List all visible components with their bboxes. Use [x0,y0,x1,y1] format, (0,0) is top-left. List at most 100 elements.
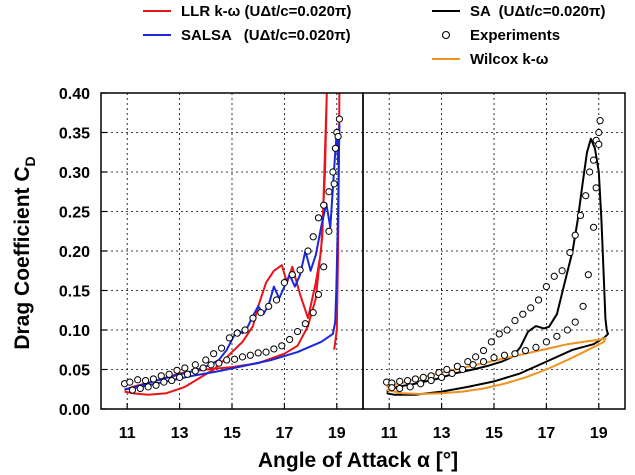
series-salsa-u-t-c-0-020-line [124,123,341,391]
data-point [479,358,488,366]
data-point [207,361,215,369]
data-point [225,334,233,342]
data-point [584,271,592,279]
data-point [443,365,451,374]
data-point [314,290,323,299]
data-point [331,144,340,152]
data-point [257,309,265,317]
data-point [553,332,561,340]
legend-label: SA (UΔt/c=0.020π) [470,3,606,20]
data-point [511,350,519,358]
data-point [495,330,503,338]
data-point [165,370,173,378]
data-point [210,350,218,358]
data-point [272,296,281,304]
data-point [453,362,461,370]
data-point [566,248,574,257]
data-point [576,211,585,220]
data-point [519,310,527,318]
legend-item: Wilcox k-ω [432,51,549,68]
data-point [589,156,598,164]
data-point [215,359,223,367]
data-point [309,309,317,317]
data-point [249,314,257,322]
data-point [582,192,590,200]
data-point [141,376,150,385]
data-point [157,372,165,380]
data-point [191,367,199,375]
data-point [325,227,333,235]
data-point [231,355,239,363]
data-point [304,247,312,255]
data-point [417,380,425,388]
data-point [168,376,176,385]
x-tick-label: 17 [276,425,294,442]
y-tick-label: 0.15 [59,284,90,301]
data-point [136,384,144,393]
legend-label: Experiments [470,27,560,44]
data-point [134,376,142,384]
data-point [160,378,168,386]
data-point [542,338,551,346]
data-point [571,318,579,326]
legend-label: Wilcox k-ω [470,51,549,68]
data-point [490,354,498,362]
x-tick-label: 15 [485,425,503,442]
data-point [472,353,480,361]
data-point [270,345,278,353]
data-point [469,361,477,369]
data-point [403,376,412,385]
data-point [217,344,226,352]
data-point [596,117,604,125]
data-point [542,282,551,291]
data-point [152,381,160,389]
y-tick-label: 0.00 [59,402,90,419]
data-point [563,326,571,334]
panel-1-series [120,93,344,396]
legend-item: SA (UΔt/c=0.020π) [432,3,606,20]
tick-labels: 0.00 0.05 0.10 0.15 0.20 0.25 0.30 0.35 0.40 11 13… [59,86,608,442]
y-tick-label: 0.30 [59,165,90,182]
x-tick-label: 11 [381,425,398,442]
data-point [595,140,603,148]
data-point [202,356,210,364]
data-point [320,201,328,209]
data-point [149,375,157,383]
panel-2-series [382,117,609,396]
data-point [334,132,342,141]
legend-marker-circle [441,30,451,40]
data-point [265,302,273,310]
data-point [487,338,495,346]
data-point [411,375,419,383]
data-point [589,223,598,231]
data-point [314,214,323,222]
data-point [427,376,435,385]
y-tick-label: 0.25 [59,205,90,222]
data-point [532,343,540,351]
data-point [238,353,247,361]
x-axis-title: Angle of Attack α [°] [258,449,458,472]
data-point [500,351,509,359]
legend-item: Experiments [441,27,560,44]
data-point [223,356,231,364]
data-point [262,348,270,356]
data-point [126,378,134,386]
plot-series [120,93,609,396]
data-point [176,373,184,381]
data-point [503,326,511,334]
data-point [521,346,530,355]
data-point [246,351,254,359]
x-tick-label: 15 [223,425,241,442]
data-point [396,377,404,385]
data-point [388,384,396,392]
legend-item: SALSA (UΔt/c=0.020π) [143,27,351,44]
legend-item: LLR k-ω (UΔt/c=0.020π) [143,3,351,20]
series-sa-u-t-c-0-020-line [386,137,609,396]
data-point [534,296,543,304]
data-point [479,346,488,355]
data-point [296,266,304,274]
data-point [595,128,603,137]
data-point [173,366,181,374]
x-tick-label: 11 [119,425,136,442]
